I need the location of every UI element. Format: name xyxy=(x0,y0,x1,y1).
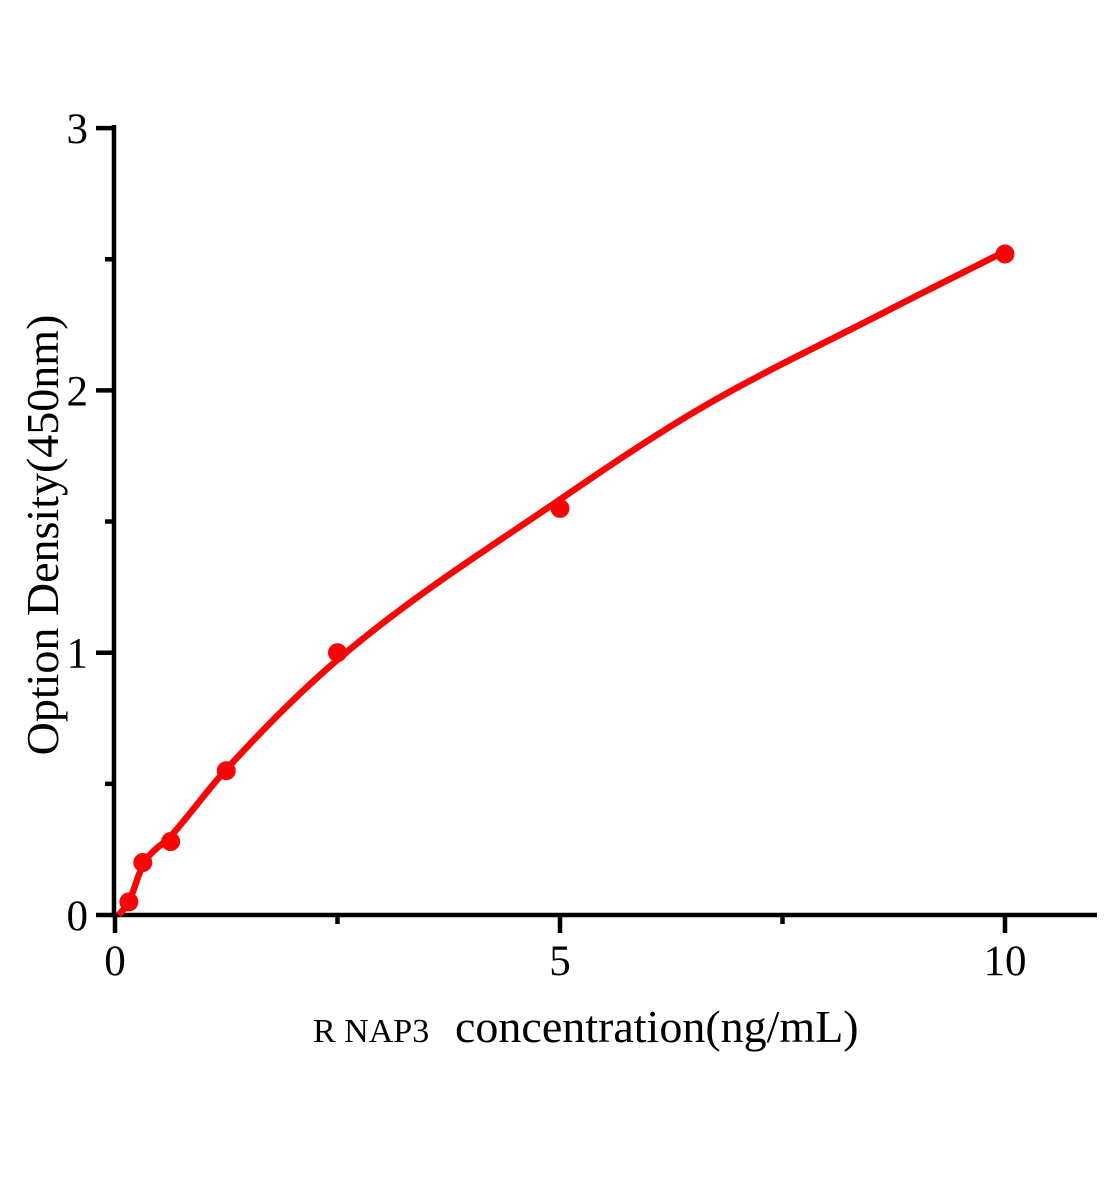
data-point xyxy=(161,832,181,852)
y-axis-title: Option Density(450nm) xyxy=(17,315,68,756)
plot-series-layer xyxy=(116,244,1015,918)
x-tick-label: 10 xyxy=(984,938,1027,985)
x-tick-label: 5 xyxy=(549,938,571,985)
x-axis-title-prefix: R NAP3 xyxy=(313,1013,429,1050)
y-tick-label: 0 xyxy=(67,893,89,940)
x-tick-label: 0 xyxy=(104,938,126,985)
data-point xyxy=(328,643,347,663)
fitted-curve xyxy=(116,248,1007,918)
data-point xyxy=(550,498,570,518)
y-tick-label: 2 xyxy=(67,368,89,415)
data-point xyxy=(216,761,236,781)
axes-layer xyxy=(96,125,1097,933)
data-point xyxy=(119,892,139,912)
y-tick-label: 3 xyxy=(67,106,89,153)
x-axis-title-main: concentration(ng/mL) xyxy=(455,1001,859,1052)
y-tick-label: 1 xyxy=(67,631,89,678)
tick-label-layer: 0 5 10 0 1 2 3 xyxy=(67,106,1027,985)
data-point xyxy=(995,244,1015,264)
data-point xyxy=(133,853,153,873)
